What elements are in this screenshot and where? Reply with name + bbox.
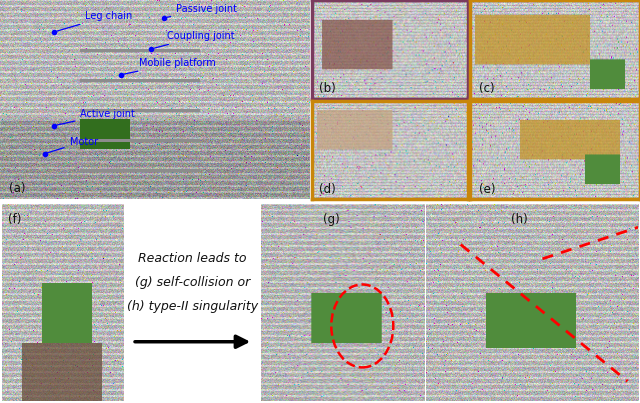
Text: (b): (b) <box>319 82 336 95</box>
Text: (g) self-collision or: (g) self-collision or <box>135 276 250 289</box>
Text: (h) type-II singularity: (h) type-II singularity <box>127 300 258 313</box>
Text: (d): (d) <box>319 183 336 195</box>
Text: (e): (e) <box>479 183 495 195</box>
Text: (a): (a) <box>9 183 26 195</box>
Text: (g): (g) <box>323 214 340 226</box>
Text: (f): (f) <box>8 214 21 226</box>
Text: (c): (c) <box>479 82 495 95</box>
Text: Leg chain: Leg chain <box>57 11 132 31</box>
Text: Passive joint: Passive joint <box>166 4 237 17</box>
Text: Active joint: Active joint <box>57 109 135 125</box>
Text: (h): (h) <box>511 214 527 226</box>
Text: Coupling joint: Coupling joint <box>154 31 234 48</box>
Text: Reaction leads to: Reaction leads to <box>138 252 247 265</box>
Text: Mobile platform: Mobile platform <box>124 58 216 74</box>
Text: Motor: Motor <box>47 137 98 153</box>
